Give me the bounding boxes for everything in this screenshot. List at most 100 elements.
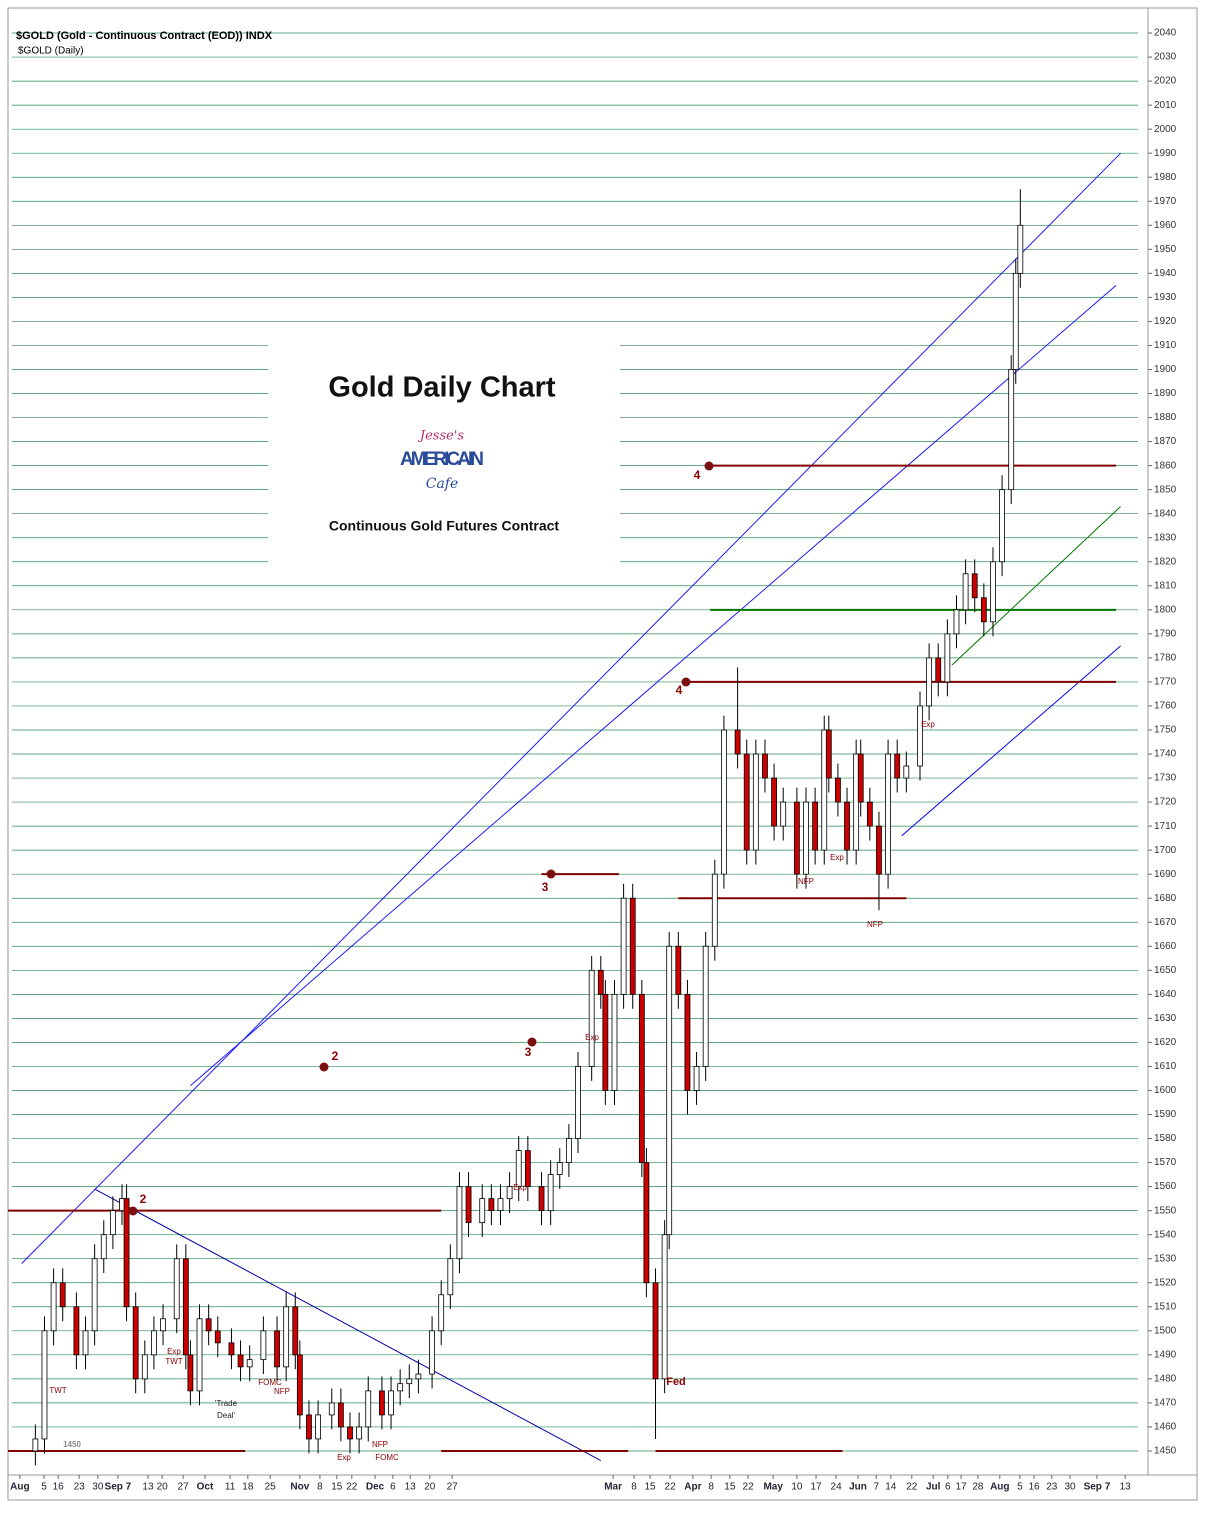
x-tick-label: 22 <box>346 1482 358 1493</box>
y-tick-label: 1980 <box>1154 172 1177 183</box>
annotation: 4 <box>676 683 683 697</box>
candle-body <box>926 657 933 707</box>
x-tick-label: 22 <box>665 1482 677 1493</box>
chart-subtitle: Continuous Gold Futures Contract <box>329 518 560 534</box>
x-tick-label: Oct <box>197 1482 214 1493</box>
candle-body <box>771 777 777 827</box>
candle-body <box>638 993 645 1163</box>
y-tick-label: 2020 <box>1154 76 1177 87</box>
candle-body <box>894 753 901 779</box>
candle-body <box>406 1378 413 1385</box>
annotation: Exp <box>585 1033 599 1042</box>
candle-body <box>666 945 673 1236</box>
candle-body <box>228 1342 235 1356</box>
candle-body <box>260 1330 267 1361</box>
annotation: Deal' <box>217 1411 235 1420</box>
candle-body <box>73 1306 80 1356</box>
candle-body <box>684 993 691 1091</box>
y-tick-label: 1800 <box>1154 604 1177 615</box>
x-tick-label: 15 <box>724 1482 736 1493</box>
x-tick-label: 7 <box>873 1482 879 1493</box>
x-tick-label: 15 <box>331 1482 343 1493</box>
y-tick-label: 1510 <box>1154 1301 1177 1312</box>
candle-body <box>328 1402 335 1416</box>
level-dot <box>704 461 714 471</box>
candle-body <box>388 1390 394 1416</box>
candle-body <box>876 825 882 875</box>
y-tick-label: 1840 <box>1154 508 1177 519</box>
candle-body <box>524 1150 531 1188</box>
candle-body <box>292 1306 299 1356</box>
x-axis-frame <box>7 1474 1198 1501</box>
candle-body <box>575 1066 581 1139</box>
y-tick-label: 1910 <box>1154 340 1177 351</box>
candle-body <box>752 753 759 851</box>
y-tick-label: 1550 <box>1154 1205 1177 1216</box>
candle-body <box>547 1174 554 1212</box>
x-tick-label: 28 <box>972 1482 984 1493</box>
candle-body <box>447 1258 454 1296</box>
candle-body <box>935 657 942 683</box>
x-tick-label: 20 <box>424 1482 436 1493</box>
annotation: FOMC <box>258 1378 282 1387</box>
candle-body <box>151 1330 157 1356</box>
x-tick-label: 18 <box>242 1482 254 1493</box>
x-tick-label: 8 <box>317 1482 323 1493</box>
x-tick-label: 6 <box>945 1482 951 1493</box>
x-tick-label: 6 <box>390 1482 396 1493</box>
y-tick-label: 1950 <box>1154 244 1177 255</box>
candle-body <box>629 897 636 995</box>
x-tick-label: Nov <box>290 1482 309 1493</box>
candle-body <box>821 729 828 851</box>
candle-body <box>356 1426 363 1440</box>
candle-body <box>611 993 618 1091</box>
candle-body <box>866 801 873 827</box>
candle-body <box>962 573 969 611</box>
trendline <box>190 284 1117 1087</box>
candle-body <box>429 1330 435 1375</box>
candle-body <box>803 801 809 875</box>
candle-body <box>415 1373 422 1380</box>
annotation: 2 <box>332 1049 339 1063</box>
y-tick-label: 1450 <box>1154 1446 1177 1457</box>
y-tick-label: 2000 <box>1154 124 1177 135</box>
y-tick-label: 2040 <box>1154 28 1177 39</box>
x-tick-label: 11 <box>225 1482 236 1493</box>
x-tick-label: 5 <box>41 1482 47 1493</box>
candle-body <box>780 801 787 827</box>
y-tick-label: 1880 <box>1154 412 1177 423</box>
annotation: Exp <box>921 720 935 729</box>
y-tick-label: 1670 <box>1154 917 1177 928</box>
candle-body <box>132 1306 139 1380</box>
candle-body <box>538 1186 545 1212</box>
candle-body <box>41 1330 48 1440</box>
x-tick-label: 20 <box>157 1482 169 1493</box>
x-tick-label: 15 <box>644 1482 656 1493</box>
y-tick-label: 1620 <box>1154 1037 1177 1048</box>
candle-body <box>488 1198 495 1212</box>
grid <box>12 32 1152 1479</box>
candle-body <box>812 801 819 851</box>
annotation: 3 <box>525 1045 532 1059</box>
candle-body <box>825 729 832 779</box>
annotation: TWT <box>49 1386 66 1395</box>
candle-body <box>397 1383 404 1392</box>
y-tick-label: 1990 <box>1154 148 1177 159</box>
candle-body <box>944 633 951 683</box>
y-tick-label: 1650 <box>1154 965 1177 976</box>
annotation: 4 <box>694 468 701 482</box>
candle-body <box>588 969 595 1067</box>
x-tick-label: 30 <box>92 1482 104 1493</box>
candle-body <box>743 753 750 851</box>
candle-body <box>652 1282 659 1380</box>
x-tick-label: Aug <box>990 1482 1009 1493</box>
candle-body <box>762 753 768 779</box>
candle-body <box>347 1426 353 1440</box>
plot-frame <box>7 7 1149 1476</box>
y-tick-label: 1570 <box>1154 1157 1177 1168</box>
candle-body <box>835 777 841 803</box>
candle-body <box>885 753 891 875</box>
y-tick-label: 1460 <box>1154 1422 1177 1433</box>
level-dot <box>527 1037 537 1047</box>
candle-body <box>283 1306 290 1368</box>
